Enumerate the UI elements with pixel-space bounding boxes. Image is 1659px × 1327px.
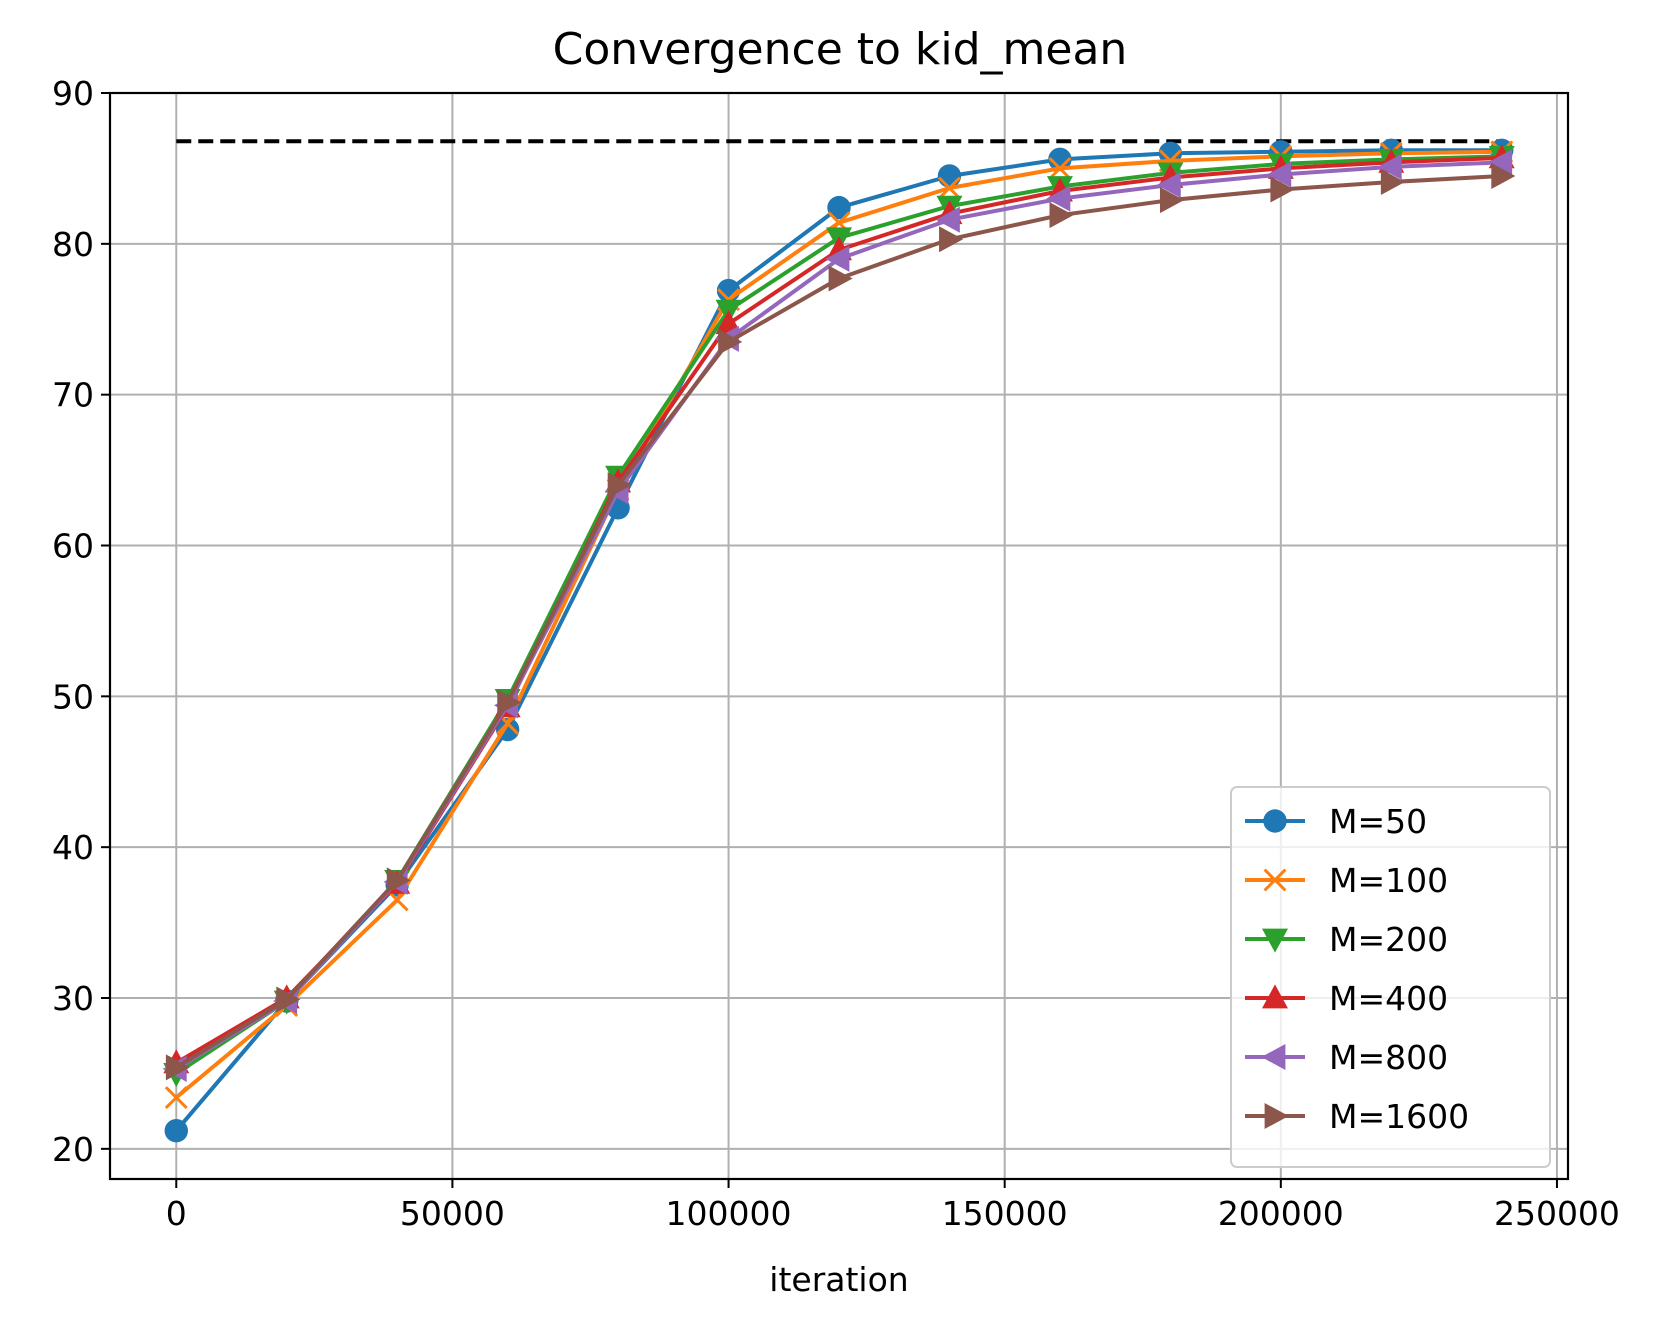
legend-marker-M=200	[1262, 928, 1288, 953]
series-point-M=1600-2	[386, 867, 411, 894]
series-point-M=1600-6	[828, 265, 853, 292]
series-point-M=800-8	[1046, 185, 1071, 212]
series-point-M=100-8	[1048, 156, 1072, 180]
legend-label-M=400: M=400	[1329, 979, 1448, 1018]
series-point-M=1600-0	[165, 1054, 190, 1081]
series-point-M=1600-12	[1491, 162, 1516, 189]
legend-label-M=50: M=50	[1329, 802, 1427, 841]
series-point-M=50-8	[1048, 147, 1072, 172]
plot-frame	[108, 91, 1570, 1181]
series-M=1600	[165, 162, 1516, 1081]
x-tick-label-1: 50000	[400, 1194, 505, 1233]
y-tick-label-7: 90	[52, 74, 94, 113]
series-point-M=50-7	[937, 164, 962, 188]
y-tick-label-5: 70	[52, 376, 94, 415]
series-point-M=1600-11	[1380, 168, 1405, 195]
series-point-M=800-6	[825, 245, 850, 272]
legend-marker-M=400	[1262, 984, 1288, 1009]
y-tick-label-6: 80	[52, 225, 94, 264]
series-point-M=1600-9	[1159, 187, 1185, 214]
y-tick-label-2: 40	[52, 828, 94, 867]
x-tick-label-4: 200000	[1218, 1194, 1344, 1233]
legend-label-M=100: M=100	[1329, 861, 1448, 900]
series-point-M=1600-4	[607, 472, 632, 499]
legend-marker-M=800	[1261, 1044, 1286, 1070]
x-tick-label-3: 150000	[942, 1194, 1068, 1233]
series-point-M=1600-1	[276, 986, 301, 1013]
y-tick-label-3: 50	[52, 677, 94, 716]
series-point-M=800-9	[1156, 172, 1181, 199]
series-point-M=50-0	[164, 1119, 188, 1143]
legend-marker-M=1600	[1264, 1103, 1289, 1129]
series-point-M=1600-10	[1270, 176, 1295, 203]
legend: M=50 M=100 M=200 M=400 M=800 M=1600	[1230, 786, 1551, 1168]
x-tick-label-2: 100000	[666, 1194, 792, 1233]
series-point-M=800-7	[935, 206, 960, 233]
legend-box	[1230, 786, 1551, 1168]
x-tick-label-5: 250000	[1494, 1194, 1620, 1233]
legend-label-M=200: M=200	[1329, 920, 1448, 959]
legend-label-M=800: M=800	[1329, 1038, 1448, 1077]
series-point-M=100-0	[164, 1086, 188, 1110]
x-tick-label-0: 0	[166, 1194, 187, 1233]
y-tick-label-0: 20	[52, 1130, 94, 1169]
y-tick-label-4: 60	[52, 527, 94, 566]
x-axis-label: iteration	[769, 1260, 908, 1299]
series-point-M=1600-8	[1049, 202, 1074, 229]
legend-marker-M=50	[1263, 809, 1287, 833]
series-point-M=1600-3	[497, 689, 522, 716]
series-point-M=800-10	[1267, 161, 1292, 188]
series-point-M=1600-5	[718, 328, 743, 355]
chart-title: Convergence to kid_mean	[553, 24, 1128, 75]
y-tick-label-1: 30	[52, 979, 94, 1018]
series-point-M=1600-7	[939, 226, 964, 253]
legend-marker-M=100	[1263, 868, 1287, 892]
series-point-M=800-11	[1377, 153, 1402, 180]
series-point-M=100-7	[937, 176, 961, 200]
legend-label-M=1600: M=1600	[1329, 1097, 1469, 1136]
series-point-M=50-6	[827, 195, 851, 220]
series-point-M=800-12	[1488, 149, 1513, 176]
axis-ticks: 0 50000 100000 150000 200000 250000 20 30 40 50 60…	[52, 74, 1620, 1233]
series-group	[162, 138, 1516, 1143]
